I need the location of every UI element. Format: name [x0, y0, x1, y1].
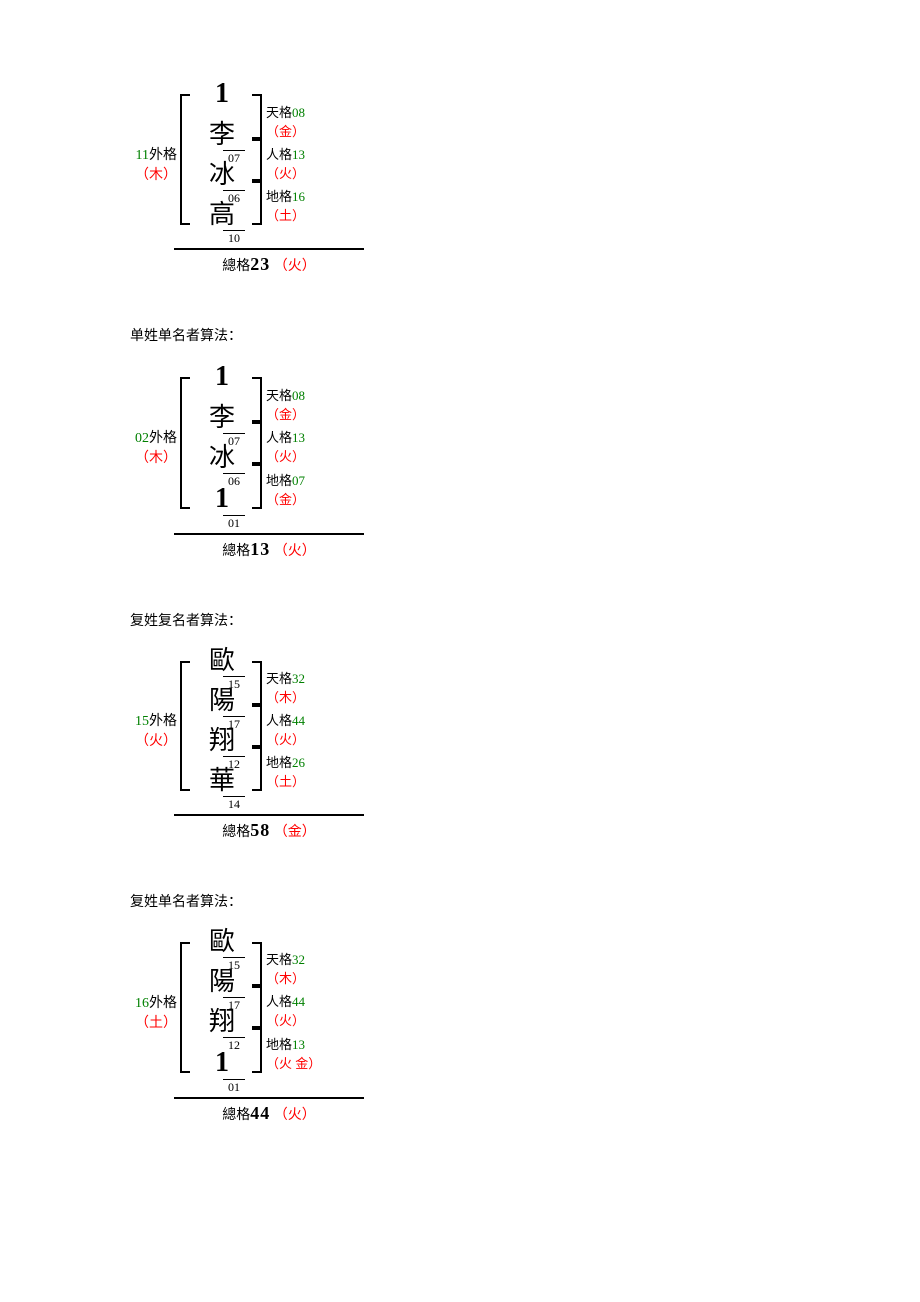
char-glyph: 李	[194, 122, 250, 148]
outer-ge-label: 11外格（木）	[122, 144, 177, 184]
left-bracket	[180, 94, 190, 225]
name-diagram: 歐15陽17翔12華1415外格（火）天格32（木）人格44（火）地格26（土）…	[180, 648, 332, 841]
right-bracket	[252, 703, 262, 749]
left-bracket	[180, 377, 190, 509]
diagram-section: 复姓单名者算法：歐15陽17翔1210116外格（土）天格32（木）人格44（火…	[130, 891, 920, 1124]
right-bracket	[252, 377, 262, 424]
right-bracket	[252, 94, 262, 141]
ge-result: 人格13（火）	[266, 144, 305, 182]
name-diagram: 歐15陽17翔1210116外格（土）天格32（木）人格44（火）地格13（火 …	[180, 929, 332, 1124]
char-block: 李07	[194, 405, 250, 445]
char-block: 李07	[194, 122, 250, 162]
section-title: 复姓单名者算法：	[130, 891, 920, 911]
ge-result: 地格13（火 金）	[266, 1034, 321, 1072]
char-block: 華14	[194, 768, 250, 808]
char-block: 1	[194, 80, 250, 122]
total-ge: 總格23 （火）	[174, 250, 364, 275]
left-bracket	[180, 942, 190, 1073]
char-block: 1	[194, 363, 250, 405]
char-glyph: 歐	[194, 648, 250, 674]
char-block: 101	[194, 485, 250, 527]
total-ge: 總格58 （金）	[174, 816, 364, 841]
right-bracket	[252, 137, 262, 183]
section-title: 单姓单名者算法：	[130, 325, 920, 345]
outer-ge-label: 02外格（木）	[122, 427, 177, 467]
total-ge: 總格13 （火）	[174, 535, 364, 560]
char-block: 歐15	[194, 648, 250, 688]
character-column: 歐15陽17翔12101	[194, 929, 250, 1091]
char-block: 陽17	[194, 688, 250, 728]
outer-ge-label: 16外格（土）	[122, 992, 177, 1032]
diagram-section: 复姓复名者算法：歐15陽17翔12華1415外格（火）天格32（木）人格44（火…	[130, 610, 920, 841]
char-glyph: 1	[194, 363, 250, 391]
ge-result: 地格16（土）	[266, 186, 305, 224]
name-diagram: 1李07冰06高1011外格（木）天格08（金）人格13（火）地格16（土）總格…	[180, 80, 332, 275]
character-column: 歐15陽17翔12華14	[194, 648, 250, 808]
stroke-count: 01	[223, 1079, 245, 1093]
ge-result: 天格32（木）	[266, 949, 305, 987]
left-bracket	[180, 661, 190, 791]
char-glyph: 李	[194, 405, 250, 431]
section-title: 复姓复名者算法：	[130, 610, 920, 630]
stroke-count: 14	[223, 796, 245, 810]
char-glyph: 1	[194, 80, 250, 108]
char-block: 冰06	[194, 162, 250, 202]
ge-result: 地格07（金）	[266, 470, 305, 508]
ge-result: 人格44（火）	[266, 991, 305, 1029]
right-bracket	[252, 661, 262, 707]
stroke-count: 01	[223, 515, 245, 529]
right-bracket	[252, 1026, 262, 1073]
right-bracket	[252, 462, 262, 509]
ge-result: 人格44（火）	[266, 710, 305, 748]
char-block: 高10	[194, 202, 250, 242]
char-block: 歐15	[194, 929, 250, 969]
diagram-section: 单姓单名者算法：1李07冰0610102外格（木）天格08（金）人格13（火）地…	[130, 325, 920, 560]
ge-result: 天格08（金）	[266, 102, 305, 140]
char-block: 翔12	[194, 728, 250, 768]
char-block: 冰06	[194, 445, 250, 485]
diagram-section: 1李07冰06高1011外格（木）天格08（金）人格13（火）地格16（土）總格…	[130, 80, 920, 275]
ge-result: 人格13（火）	[266, 427, 305, 465]
character-column: 1 李07冰06高10	[194, 80, 250, 242]
outer-ge-label: 15外格（火）	[122, 710, 177, 750]
char-block: 101	[194, 1049, 250, 1091]
ge-result: 天格08（金）	[266, 385, 305, 423]
name-diagram: 1李07冰0610102外格（木）天格08（金）人格13（火）地格07（金）總格…	[180, 363, 332, 560]
char-glyph: 歐	[194, 929, 250, 955]
char-block: 翔12	[194, 1009, 250, 1049]
right-bracket	[252, 745, 262, 791]
right-bracket	[252, 942, 262, 988]
stroke-count: 10	[223, 230, 245, 244]
right-bracket	[252, 179, 262, 225]
ge-result: 天格32（木）	[266, 668, 305, 706]
right-bracket	[252, 984, 262, 1030]
ge-result: 地格26（土）	[266, 752, 305, 790]
right-bracket	[252, 420, 262, 466]
char-block: 陽17	[194, 969, 250, 1009]
character-column: 1 李07冰06101	[194, 363, 250, 527]
total-ge: 總格44 （火）	[174, 1099, 364, 1124]
